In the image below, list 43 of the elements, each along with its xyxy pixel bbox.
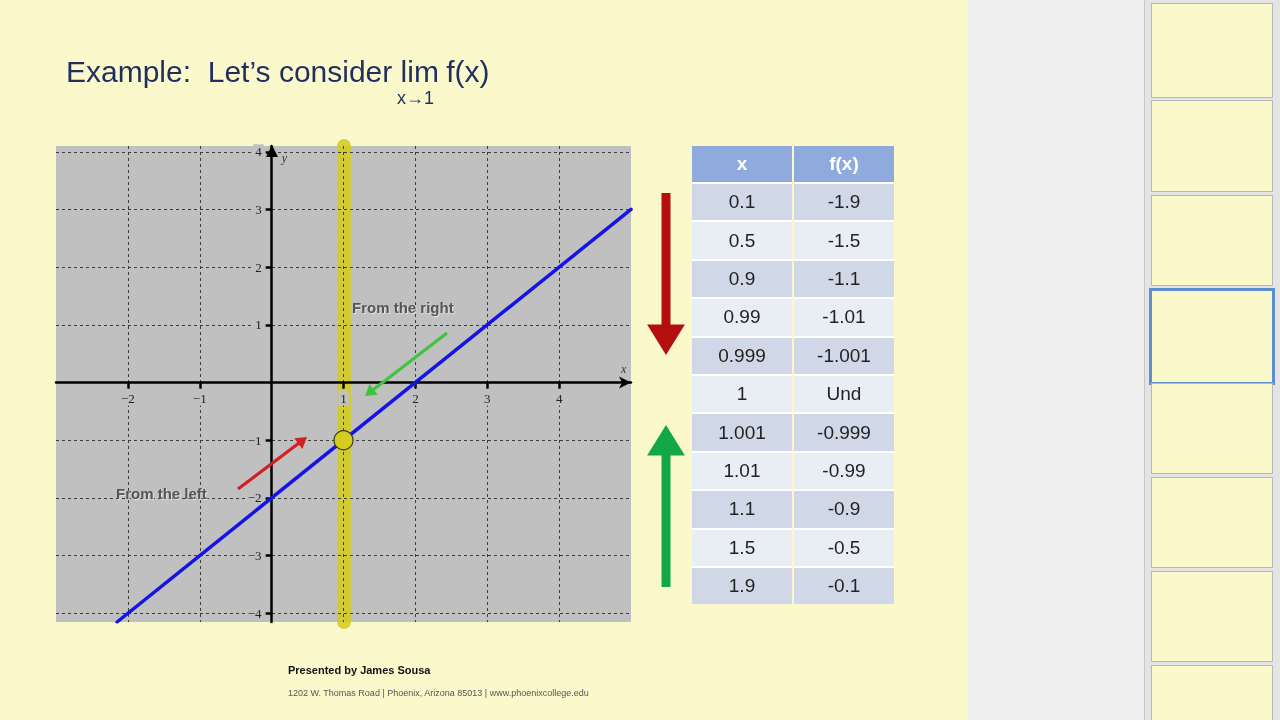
text: -0.999 xyxy=(817,421,871,443)
x-tick-label: 2 xyxy=(412,390,419,406)
category-label: 0.999 xyxy=(692,335,792,374)
x-axis-title: x xyxy=(620,361,627,376)
text: 1202 W. Thomas Road | Phoenix, Arizona 85013 | www.phoenixcollege.edu xyxy=(288,688,589,698)
text: -0.99 xyxy=(822,459,866,481)
category-label: 1.1 xyxy=(692,489,792,528)
category-label: 1.5 xyxy=(692,527,792,566)
text: -0.1 xyxy=(827,575,861,597)
y-tick-label: −3 xyxy=(247,548,262,564)
category-label: 0.99 xyxy=(692,297,792,336)
y-tick-label: −1 xyxy=(247,432,262,448)
y-tick-label: 3 xyxy=(255,201,262,217)
annotation: From the right xyxy=(352,299,454,316)
y-tick-label: −4 xyxy=(247,605,263,621)
text: -0.9 xyxy=(827,498,861,520)
text: Und xyxy=(826,383,862,405)
category-label: 0.1 xyxy=(692,182,792,221)
category-label: 1.01 xyxy=(692,450,792,490)
text: x xyxy=(692,146,792,182)
y-tick-label: 4 xyxy=(255,144,263,160)
x-tick-label: 4 xyxy=(555,390,563,406)
text: f(x) xyxy=(794,146,894,182)
x-tick-label: −2 xyxy=(120,390,135,406)
y-tick-label: −2 xyxy=(247,490,262,506)
text: -1.001 xyxy=(817,344,871,366)
text: -0.5 xyxy=(827,536,861,558)
x-tick-label: −1 xyxy=(192,390,207,406)
text: -1.9 xyxy=(827,191,861,213)
text: -1.01 xyxy=(822,306,866,328)
category-label: 0.9 xyxy=(692,258,792,298)
x-tick-label: 3 xyxy=(484,390,491,406)
text: -1.5 xyxy=(827,229,861,251)
y-axis-title: y xyxy=(280,151,288,165)
text: Presented by James Sousa xyxy=(288,664,431,676)
category-label: 1.001 xyxy=(692,412,792,451)
y-tick-label: 2 xyxy=(255,259,262,275)
category-label: 1.9 xyxy=(692,565,792,605)
category-label: 0.5 xyxy=(692,220,792,259)
annotation: From the left xyxy=(116,485,207,502)
text: -1.1 xyxy=(827,267,861,289)
y-tick-label: 1 xyxy=(255,317,262,333)
x-tick-label: 1 xyxy=(340,390,347,406)
